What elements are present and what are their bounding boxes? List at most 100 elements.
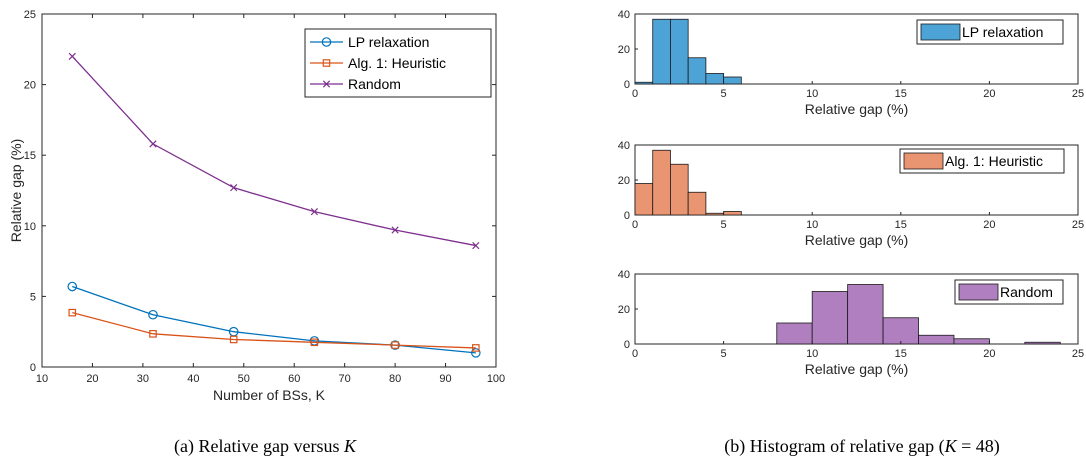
y-axis-label: Relative gap (%)	[8, 139, 24, 243]
histogram-bar-lp-relaxation	[652, 18, 671, 85]
x-tick-label: 15	[895, 88, 907, 100]
x-axis-label: Relative gap (%)	[805, 232, 909, 248]
x-tick-label: 25	[1072, 88, 1084, 100]
y-tick-label: 20	[24, 80, 36, 92]
histogram-bar-lp-relaxation	[670, 18, 689, 85]
x-axis-label: Relative gap (%)	[805, 101, 909, 117]
series-line-random	[71, 55, 476, 247]
data-point-alg-1-heuristic	[149, 330, 157, 338]
x-tick-label: 30	[137, 373, 149, 385]
x-tick-label: 100	[487, 373, 505, 385]
x-tick-label: 25	[1072, 348, 1084, 360]
data-point-alg-1-heuristic	[472, 344, 480, 352]
caption-a: (a) Relative gap versus K	[174, 436, 357, 457]
y-tick-label: 20	[618, 44, 630, 56]
x-tick-label: 50	[238, 373, 250, 385]
histogram-bar-random	[1024, 341, 1061, 345]
histogram-bar-random	[918, 334, 955, 345]
y-tick-label: 25	[24, 9, 36, 21]
y-tick-label: 20	[618, 175, 630, 187]
histogram-bar-alg-1-heuristic	[670, 163, 689, 216]
histogram-bar-random	[847, 284, 884, 345]
data-point-random	[230, 184, 238, 192]
histogram-bar-lp-relaxation	[705, 73, 725, 85]
y-tick-label: 40	[618, 140, 630, 152]
x-tick-label: 5	[721, 219, 727, 231]
histogram-bar-alg-1-heuristic	[705, 212, 725, 216]
caption-b: (b) Histogram of relative gap (K = 48)	[724, 436, 1000, 457]
x-tick-label: 0	[632, 219, 638, 231]
legend-label-lp-relaxation: LP relaxation	[348, 34, 429, 50]
data-point-random	[149, 140, 157, 148]
series-line-lp-relaxation	[72, 285, 476, 354]
x-tick-label: 20	[983, 88, 995, 100]
histogram-bar-random	[882, 317, 919, 345]
legend-label-lp-relaxation: LP relaxation	[962, 24, 1043, 40]
x-tick-label: 20	[983, 219, 995, 231]
y-tick-label: 0	[30, 362, 36, 374]
x-tick-label: 10	[806, 219, 818, 231]
x-tick-label: 5	[721, 88, 727, 100]
legend-swatch-random	[958, 283, 999, 301]
x-axis-label: Relative gap (%)	[805, 361, 909, 377]
x-axis-label: Number of BSs, K	[213, 387, 326, 403]
x-tick-label: 90	[439, 373, 451, 385]
x-tick-label: 0	[632, 348, 638, 360]
random-histogram: 0 5 10 15 20 25 0 20 40 Relative gap (%) Random	[618, 269, 1084, 377]
data-point-random	[391, 226, 399, 234]
lp-relaxation-histogram: 0 5 10 15 20 25 0 20 40 Relative gap (%) LP relaxa…	[618, 9, 1084, 117]
histogram-bar-lp-relaxation	[723, 76, 742, 85]
x-tick-label: 40	[187, 373, 199, 385]
legend-label-random: Random	[1000, 284, 1053, 300]
legend-marker-random	[322, 80, 331, 88]
y-tick-label: 10	[24, 221, 36, 233]
x-tick-label: 15	[895, 219, 907, 231]
series-line-alg-1-heuristic	[72, 312, 476, 349]
data-point-alg-1-heuristic	[68, 308, 77, 317]
y-tick-label: 15	[24, 150, 36, 162]
x-tick-label: 10	[806, 348, 818, 360]
legend-swatch-lp-relaxation	[920, 23, 961, 41]
data-point-lp-relaxation	[471, 348, 481, 358]
y-tick-label: 20	[618, 304, 630, 316]
legend-swatch-alg-1-heuristic	[903, 152, 944, 170]
data-point-alg-1-heuristic	[310, 338, 319, 347]
heuristic-histogram: 0 5 10 15 20 25 0 20 40 Relative gap (%) Alg. 1: H…	[618, 140, 1084, 248]
y-tick-label: 0	[624, 339, 630, 351]
histogram-bar-alg-1-heuristic	[634, 183, 654, 216]
y-tick-label: 5	[30, 291, 36, 303]
histogram-bar-random	[811, 291, 849, 345]
x-tick-label: 10	[36, 373, 48, 385]
histogram-bar-alg-1-heuristic	[687, 191, 707, 216]
data-point-lp-relaxation	[67, 281, 78, 292]
data-point-random	[472, 241, 480, 250]
data-point-alg-1-heuristic	[391, 341, 399, 349]
series-random	[68, 52, 480, 250]
x-tick-label: 20	[983, 348, 995, 360]
data-point-lp-relaxation	[148, 309, 158, 320]
legend-marker-alg-1-heuristic	[322, 59, 331, 67]
y-tick-label: 40	[618, 9, 630, 21]
histogram-bar-alg-1-heuristic	[723, 211, 742, 216]
x-tick-label: 5	[721, 348, 727, 360]
x-tick-label: 60	[288, 373, 300, 385]
x-tick-label: 15	[895, 348, 907, 360]
y-tick-label: 0	[624, 79, 630, 91]
relative-gap-vs-k-line-chart: 10 20 30 40 50 60 70 80 90 100 0 5 10 15 20 25 Number of…	[8, 9, 505, 403]
y-tick-label: 40	[618, 269, 630, 281]
legend-label-random: Random	[348, 76, 401, 92]
x-tick-label: 10	[806, 88, 818, 100]
histogram-bar-alg-1-heuristic	[652, 149, 671, 216]
histogram-bar-random	[953, 338, 990, 345]
y-tick-label: 0	[624, 210, 630, 222]
legend-marker-lp-relaxation	[321, 37, 332, 47]
data-point-alg-1-heuristic	[229, 335, 238, 344]
x-tick-label: 0	[632, 88, 638, 100]
data-point-random	[68, 52, 76, 60]
legend-label-alg-1-heuristic: Alg. 1: Heuristic	[348, 55, 446, 71]
x-tick-label: 80	[389, 373, 401, 385]
series-alg-1-heuristic	[68, 308, 480, 352]
legend-label-alg-1-heuristic: Alg. 1: Heuristic	[945, 153, 1043, 169]
data-point-random	[310, 208, 319, 216]
